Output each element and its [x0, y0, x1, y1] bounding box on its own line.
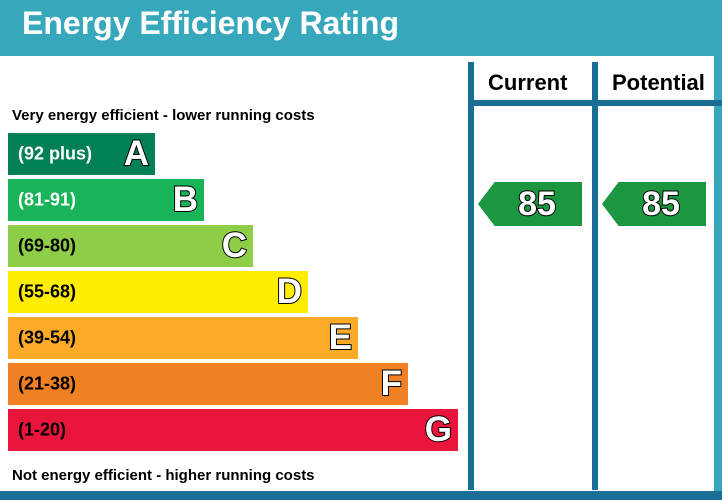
frame-bottom-border	[0, 491, 722, 500]
frame-right-border	[714, 0, 722, 500]
column-header-current: Current	[488, 70, 568, 95]
header-bar	[0, 0, 722, 56]
rating-band-c: (69-80) C	[8, 225, 253, 267]
rating-band-a: (92 plus) A	[8, 133, 155, 175]
band-letter-f: F	[380, 363, 403, 403]
rating-band-g: (1-20) G	[8, 409, 458, 451]
column-header-potential: Potential	[612, 70, 705, 95]
band-range-g: (1-20)	[18, 419, 67, 440]
page-title: Energy Efficiency Rating	[22, 5, 399, 41]
rating-band-f: (21-38) F	[8, 363, 408, 405]
rating-band-b: (81-91) B	[8, 179, 204, 221]
column-divider-left	[468, 62, 474, 490]
band-range-a: (92 plus)	[18, 143, 93, 164]
band-letter-b: B	[172, 179, 199, 219]
band-letter-g: G	[424, 409, 453, 449]
band-letter-d: D	[276, 271, 303, 311]
column-header-underline	[468, 100, 722, 106]
band-range-b: (81-91)	[18, 189, 77, 210]
band-range-f: (21-38)	[18, 373, 77, 394]
current-rating-arrow: 85	[478, 182, 582, 226]
rating-band-d: (55-68) D	[8, 271, 308, 313]
band-letter-a: A	[123, 133, 150, 173]
current-rating-value: 85	[517, 185, 557, 223]
band-letter-c: C	[221, 225, 248, 265]
band-range-e: (39-54)	[18, 327, 77, 348]
potential-rating-arrow: 85	[602, 182, 706, 226]
column-divider-right	[592, 62, 598, 490]
band-range-d: (55-68)	[18, 281, 77, 302]
caption-not-efficient: Not energy efficient - higher running co…	[12, 467, 315, 484]
band-letter-e: E	[328, 317, 353, 357]
potential-rating-value: 85	[641, 185, 681, 223]
caption-very-efficient: Very energy efficient - lower running co…	[12, 107, 315, 124]
band-range-c: (69-80)	[18, 235, 77, 256]
rating-band-e: (39-54) E	[8, 317, 358, 359]
